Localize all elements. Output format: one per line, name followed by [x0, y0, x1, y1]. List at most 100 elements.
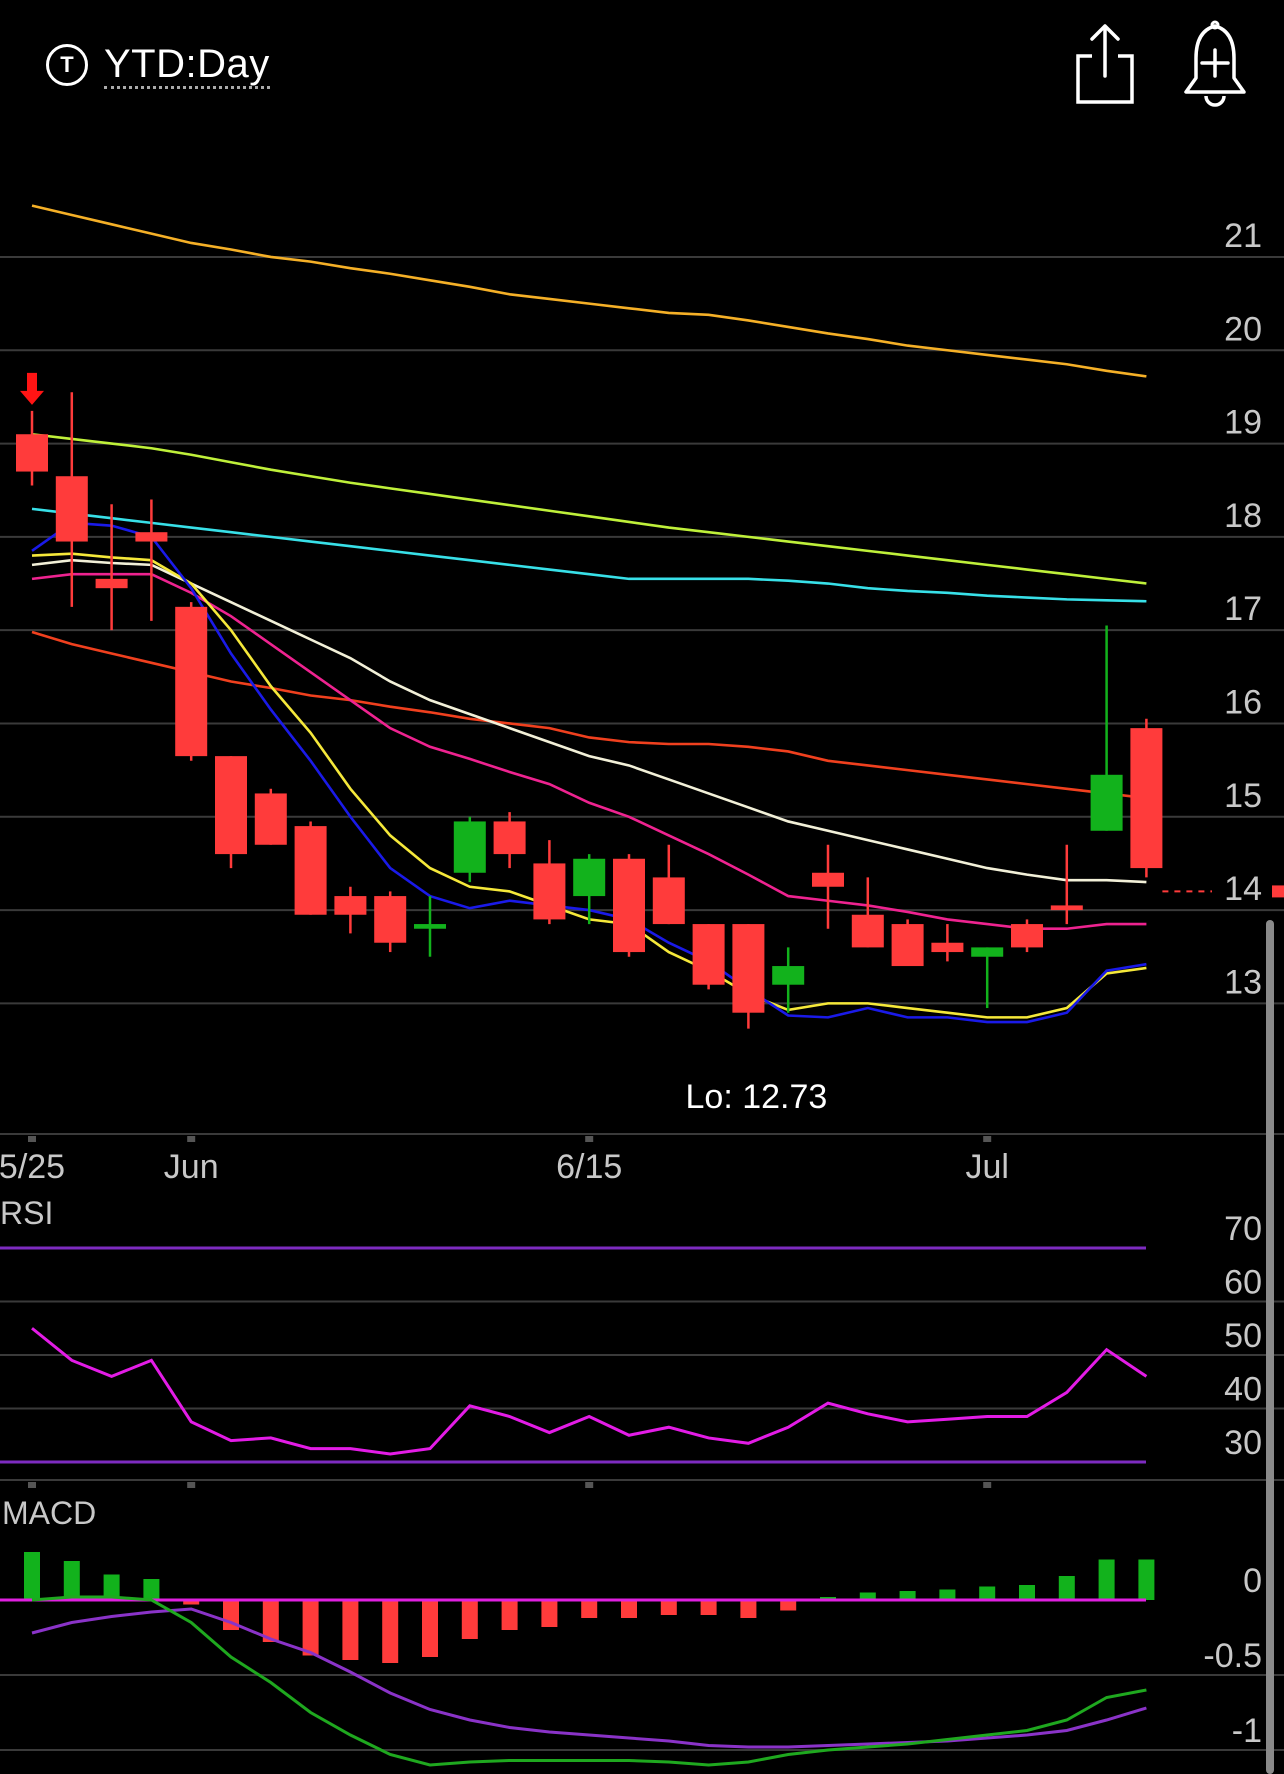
vertical-scrollbar[interactable] [1266, 920, 1274, 1774]
candle-body [1090, 774, 1123, 831]
candle-body [692, 924, 725, 985]
rsi-axis: 70 60 50 40 30 [1224, 1210, 1262, 1462]
candle-body [732, 924, 765, 1013]
candle [613, 854, 645, 957]
candle [254, 788, 287, 845]
price-grid [0, 255, 1284, 1005]
price-tick-label: 18 [1224, 497, 1262, 535]
macd-histogram-bar [1019, 1585, 1035, 1600]
rsi-tick-label: 70 [1224, 1210, 1262, 1248]
macd-histogram-bar [63, 1561, 80, 1600]
range-label: YTD:Day [104, 42, 270, 89]
macd-histogram-bar [979, 1586, 996, 1600]
date-tick [983, 1136, 992, 1142]
candle [334, 886, 367, 934]
macd-tick-label: 0 [1243, 1562, 1262, 1600]
candle-body [1130, 728, 1163, 869]
chart-area[interactable]: 21 20 19 18 17 16 15 14 13 5/25 Jun 6/15 Jul Lo: 12… [0, 120, 1284, 1774]
macd-histogram-bar [461, 1600, 478, 1639]
macd-tick-label: -0.5 [1203, 1637, 1262, 1675]
macd-histogram-bar [1098, 1559, 1115, 1600]
macd-histogram-bar [422, 1600, 438, 1657]
rsi-grid [0, 1246, 1284, 1464]
candle-body [493, 821, 526, 855]
candle-body [931, 942, 964, 953]
date-axis: 5/25 Jun 6/15 Jul [0, 1136, 1009, 1488]
price-tick-label: 13 [1224, 963, 1262, 1001]
date-tick-label: Jun [164, 1148, 219, 1186]
macd-label: MACD [2, 1495, 96, 1531]
price-tick-label: 19 [1224, 404, 1262, 442]
candle [414, 896, 446, 957]
macd-histogram-bar [262, 1600, 279, 1642]
candle-body [533, 863, 566, 920]
candle-body [613, 858, 645, 953]
candle-body [891, 924, 924, 967]
macd-histogram-bar [382, 1600, 399, 1663]
candle-body [334, 896, 367, 915]
candle [453, 816, 486, 883]
candle-body [414, 924, 446, 929]
candle-body [812, 872, 844, 887]
date-tick [187, 1136, 196, 1142]
macd-histogram [24, 1552, 1155, 1663]
date-tick-lower [983, 1482, 992, 1488]
range-selector[interactable]: T YTD:Day [46, 38, 270, 92]
macd-histogram-bar [660, 1600, 677, 1615]
date-tick-lower [585, 1482, 594, 1488]
macd-histogram-bar [183, 1600, 200, 1605]
candle-body [16, 434, 48, 472]
candle [692, 924, 725, 990]
macd-grid [0, 1674, 1284, 1751]
macd-histogram-bar [501, 1600, 518, 1630]
candle [652, 844, 685, 925]
candle-body [1050, 905, 1083, 911]
candle-body [374, 896, 407, 943]
candle [135, 499, 168, 621]
rsi-tick-label: 60 [1224, 1264, 1262, 1302]
date-tick-lower [187, 1482, 196, 1488]
macd-histogram-bar [780, 1600, 797, 1611]
macd-histogram-bar [700, 1600, 717, 1615]
candle [374, 891, 407, 953]
candle-body [215, 756, 247, 855]
candle [294, 821, 327, 915]
rsi-tick-label: 30 [1224, 1424, 1262, 1462]
candle-body [652, 877, 685, 925]
price-tick-label: 16 [1224, 683, 1262, 721]
candle [1090, 625, 1123, 831]
price-markers [20, 372, 1284, 898]
candle-body [55, 476, 88, 542]
macd-histogram-bar [302, 1600, 319, 1656]
macd-histogram-bar [621, 1600, 637, 1618]
candle-body [135, 532, 168, 542]
macd-signal-line [31, 1607, 1147, 1749]
candle-body [453, 821, 486, 873]
price-tick-label: 20 [1224, 310, 1262, 348]
macd-histogram-bar [1138, 1559, 1155, 1600]
share-icon[interactable] [1072, 22, 1138, 108]
candle [533, 840, 566, 925]
bell-plus-icon[interactable] [1180, 20, 1250, 108]
rsi-tick-label: 50 [1224, 1317, 1262, 1355]
date-tick [585, 1136, 594, 1142]
candle [891, 919, 924, 967]
rsi-label: RSI [0, 1195, 53, 1231]
candle [16, 410, 48, 486]
candle [931, 924, 964, 962]
candle-body [294, 826, 327, 915]
macd-histogram-bar [103, 1574, 120, 1600]
candle-body [851, 914, 884, 948]
candle-body [971, 947, 1004, 957]
macd-histogram-bar [342, 1600, 359, 1660]
moving-average-line [31, 432, 1147, 585]
moving-average-lines [31, 204, 1147, 1024]
candle [1130, 718, 1163, 878]
moving-average-line [31, 507, 1147, 603]
price-tick-label: 14 [1224, 870, 1262, 908]
candle-body [1011, 924, 1043, 948]
ticker-t-icon: T [46, 44, 88, 86]
price-axis: 21 20 19 18 17 16 15 14 13 [1224, 217, 1262, 1001]
candle [95, 504, 128, 631]
macd-histogram-bar [143, 1579, 160, 1600]
